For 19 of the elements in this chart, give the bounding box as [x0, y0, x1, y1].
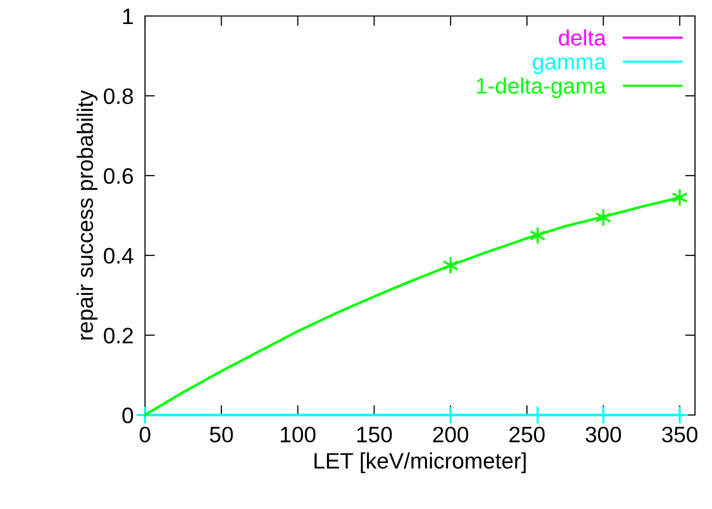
legend-label: 1-delta-gama: [476, 77, 606, 98]
y-tick-label: 0.2: [104, 328, 133, 344]
x-tick-label: 250: [510, 426, 545, 442]
x-tick-label: 0: [140, 426, 150, 442]
x-tick-label: 300: [586, 426, 622, 442]
y-tick-label: 0: [122, 408, 134, 424]
x-tick-label: 200: [433, 426, 468, 442]
y-tick-label: 0.6: [104, 168, 133, 184]
x-axis-title: LET [keV/micrometer]: [314, 452, 526, 474]
y-tick-label: 0.8: [104, 88, 133, 104]
x-tick-label: 150: [357, 426, 392, 442]
y-axis-title: repair success probability: [76, 90, 98, 340]
x-tick-label: 350: [662, 426, 698, 442]
legend-label: gamma: [532, 58, 606, 74]
y-tick-label: 1: [123, 8, 133, 24]
x-tick-label: 50: [210, 426, 233, 442]
legend-label: delta: [558, 29, 606, 46]
y-tick-label: 0.4: [104, 248, 134, 264]
x-tick-label: 100: [280, 426, 316, 442]
